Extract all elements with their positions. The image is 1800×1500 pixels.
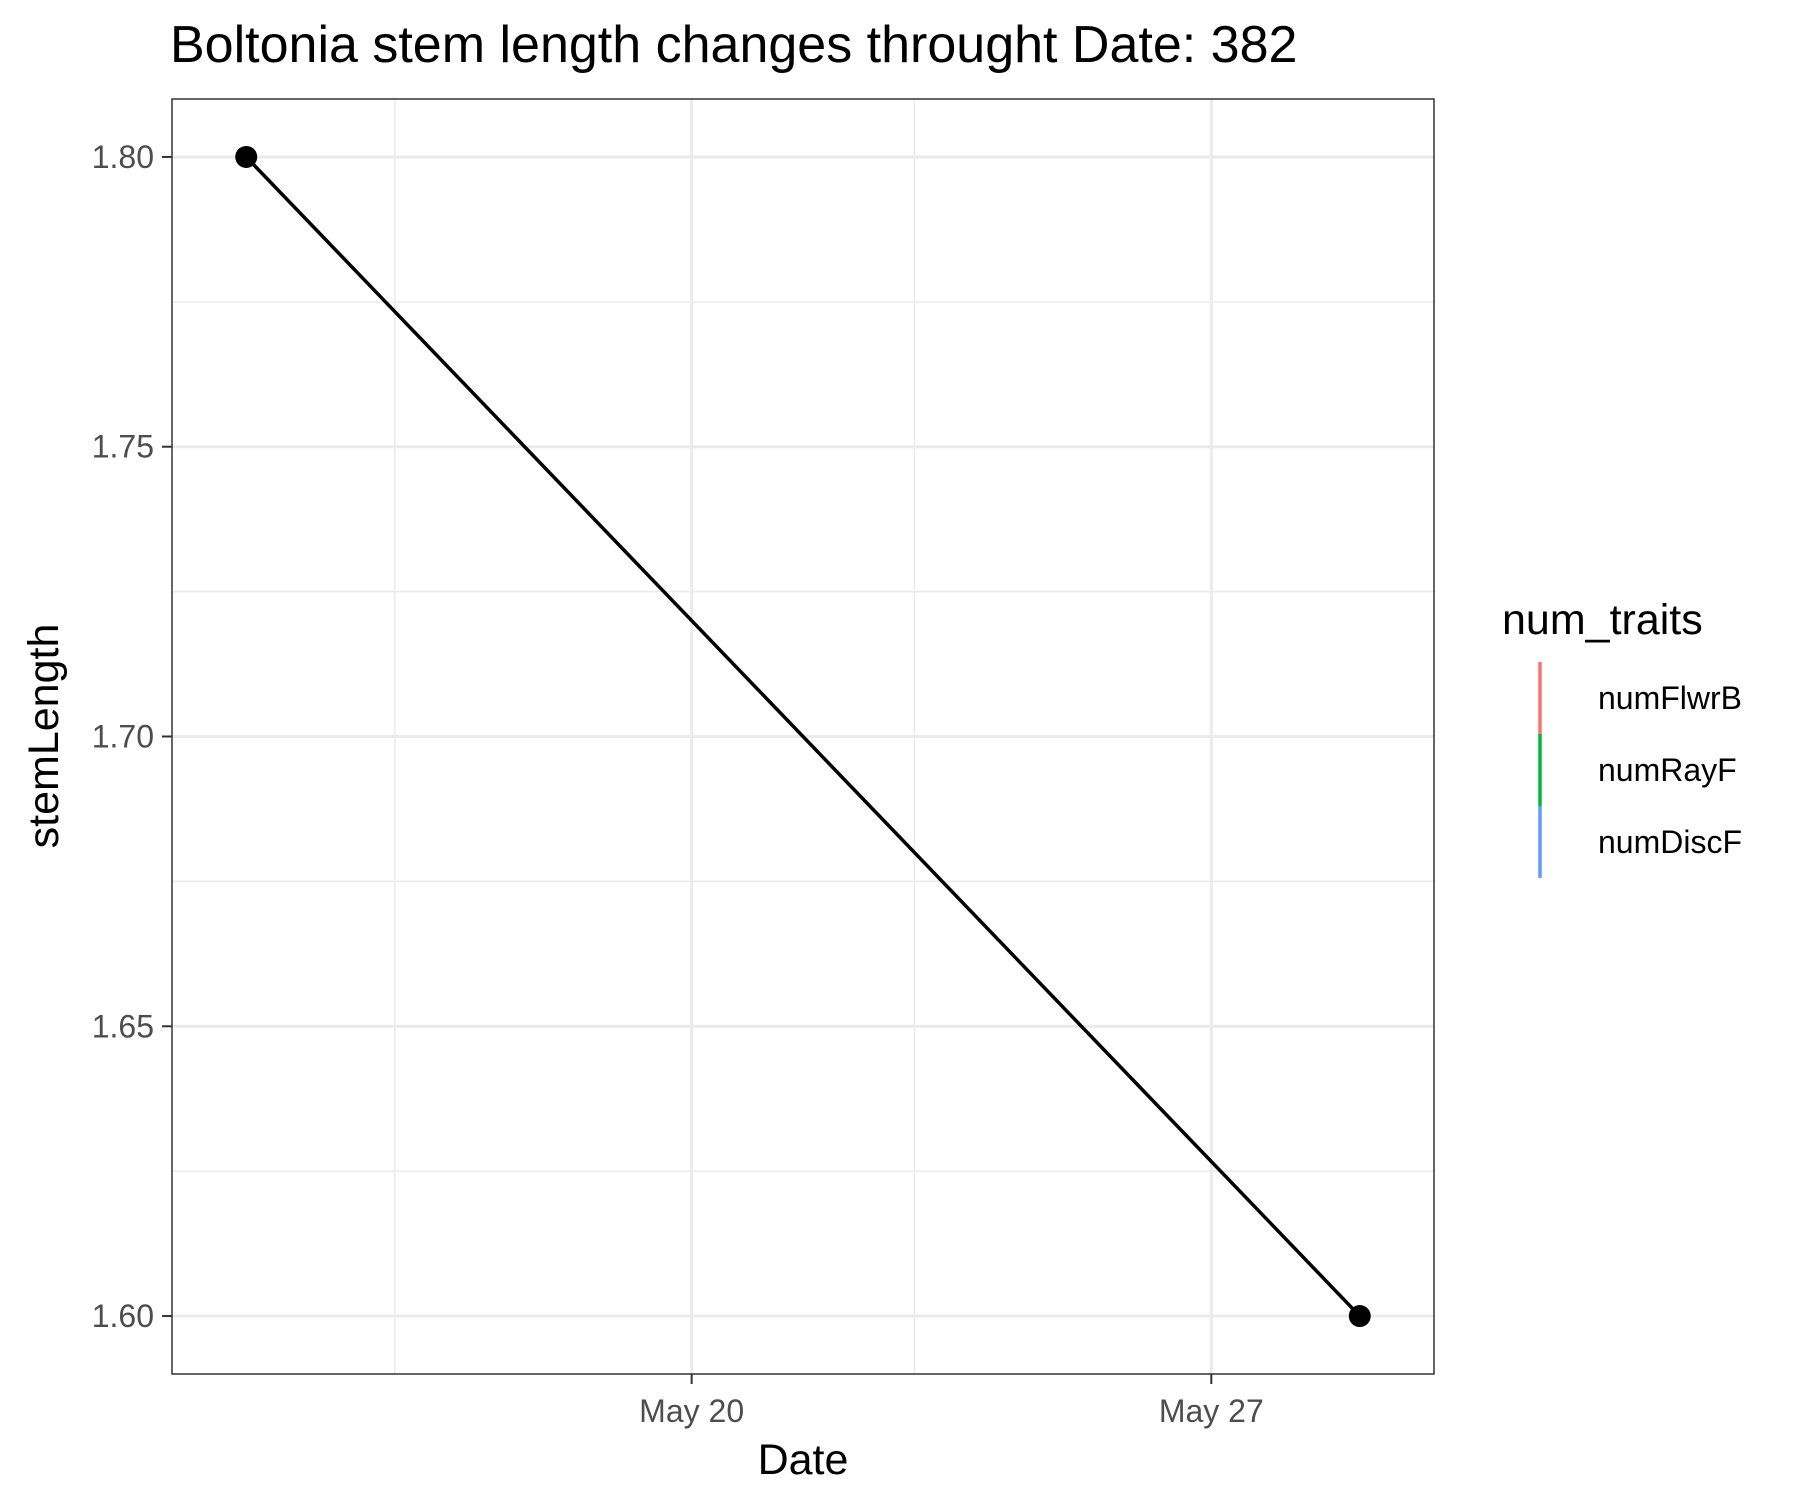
chart-title: Boltonia stem length changes throught Da… <box>170 16 1297 74</box>
y-tick-label: 1.65 <box>92 1008 154 1044</box>
legend-entry-label: numRayF <box>1598 752 1737 788</box>
y-axis-title: stemLength <box>20 624 68 849</box>
y-tick-label: 1.75 <box>92 429 154 465</box>
major-gridlines <box>172 99 1434 1374</box>
tick-labels: May 20 May 27 1.60 1.65 1.70 1.75 1.80 <box>92 139 1264 1429</box>
x-tick-label: May 20 <box>639 1393 744 1429</box>
legend-title: num_traits <box>1502 596 1703 644</box>
legend-entries: numFlwrB numRayF numDiscF <box>1538 662 1742 878</box>
x-tick-label: May 27 <box>1159 1393 1264 1429</box>
legend: num_traits numFlwrB numRayF numDiscF <box>1502 596 1742 878</box>
y-tick-label: 1.80 <box>92 139 154 175</box>
y-tick-label: 1.60 <box>92 1298 154 1334</box>
series-line <box>244 155 1362 1318</box>
legend-entry-label: numDiscF <box>1598 824 1742 860</box>
axis-ticks <box>162 155 1213 1384</box>
y-tick-label: 1.70 <box>92 719 154 755</box>
minor-gridlines <box>172 99 1434 1374</box>
data-point <box>1348 1305 1371 1328</box>
series-layer <box>235 145 1371 1328</box>
x-axis-title: Date <box>758 1436 849 1484</box>
legend-entry-label: numFlwrB <box>1598 680 1742 716</box>
data-point <box>235 145 258 168</box>
